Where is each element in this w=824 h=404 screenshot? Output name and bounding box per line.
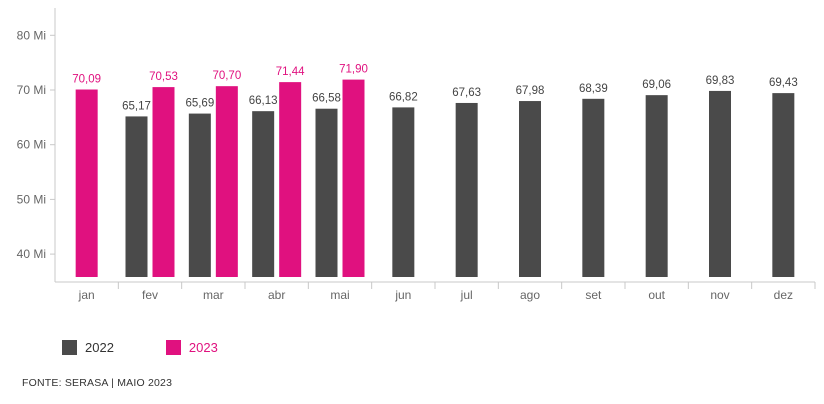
y-tick-label: 50 Mi [17, 192, 46, 206]
value-label-2022-set: 68,39 [579, 83, 608, 95]
value-label-2022-fev: 65,17 [122, 100, 151, 112]
value-label-2022-ago: 67,98 [516, 85, 545, 97]
value-label-2022-jun: 66,82 [389, 91, 418, 103]
value-label-2023-mar: 70,70 [212, 70, 241, 82]
bar-2022-jul [455, 102, 478, 277]
value-label-2023-fev: 70,53 [149, 71, 178, 83]
value-label-2023-mai: 71,90 [339, 64, 368, 76]
value-label-2022-dez: 69,43 [769, 77, 798, 89]
bar-2022-abr [252, 111, 275, 277]
bar-2023-mar [215, 86, 238, 278]
y-tick-label: 80 Mi [17, 28, 46, 42]
legend-item-2023: 2023 [165, 340, 218, 355]
bar-chart: 40 Mi 50 Mi 60 Mi 70 Mi 80 Mi jan fev mar abr mai… [17, 8, 816, 302]
x-tick-label: out [648, 288, 665, 302]
x-tick-label: jul [460, 288, 473, 302]
source-note: FONTE: SERASA | MAIO 2023 [22, 377, 173, 389]
value-label-2022-nov: 69,83 [706, 75, 735, 87]
bar-2022-dez [772, 93, 795, 278]
x-tick-label: ago [520, 288, 540, 302]
bar-2023-mai [342, 79, 365, 278]
value-label-2023-jan: 70,09 [72, 74, 101, 86]
value-label-2023-abr: 71,44 [276, 66, 305, 78]
chart-axes: 40 Mi 50 Mi 60 Mi 70 Mi 80 Mi jan fev mar abr mai… [17, 8, 816, 302]
bar-2022-fev [125, 116, 148, 277]
y-tick-label: 60 Mi [17, 138, 46, 152]
value-label-2022-mar: 65,69 [185, 98, 214, 110]
y-tick-label: 40 Mi [17, 247, 46, 261]
bar-2022-nov [709, 90, 731, 277]
x-tick-label: jan [78, 288, 95, 302]
x-tick-label: jun [394, 288, 411, 302]
x-tick-label: fev [142, 288, 158, 302]
bar-2022-mar [188, 113, 211, 277]
chart-labels: 70,09 65,17 70,53 65,69 70,70 66,13 71,44 66,58… [72, 64, 797, 113]
chart-bars [75, 79, 795, 278]
x-tick-label: nov [710, 288, 729, 302]
x-tick-label: mar [203, 288, 224, 302]
x-tick-label: abr [268, 288, 285, 302]
x-tick-label: dez [774, 288, 793, 302]
value-label-2022-mai: 66,58 [312, 93, 341, 105]
y-tick-label: 70 Mi [17, 83, 46, 97]
legend-swatch-2022 [62, 340, 77, 355]
bar-2023-jan [75, 89, 98, 278]
legend-item-2022: 2022 [62, 340, 114, 355]
bar-2023-abr [279, 82, 302, 277]
bar-2023-fev [152, 87, 175, 278]
legend-label-2023: 2023 [188, 340, 218, 355]
bar-2022-mai [315, 108, 338, 277]
value-label-2022-abr: 66,13 [249, 95, 278, 107]
legend-swatch-2023 [165, 340, 181, 355]
x-tick-label: set [585, 288, 602, 302]
bar-2022-set [582, 98, 605, 277]
value-label-2022-out: 69,06 [642, 79, 671, 91]
bar-2022-jun [392, 107, 415, 278]
bar-2022-out [645, 95, 668, 277]
value-label-2022-jul: 67,63 [452, 87, 481, 99]
bar-2022-ago [519, 101, 541, 277]
legend-label-2022: 2022 [85, 340, 114, 355]
legend: 2022 2023 [62, 340, 218, 355]
x-tick-label: mai [330, 288, 349, 302]
